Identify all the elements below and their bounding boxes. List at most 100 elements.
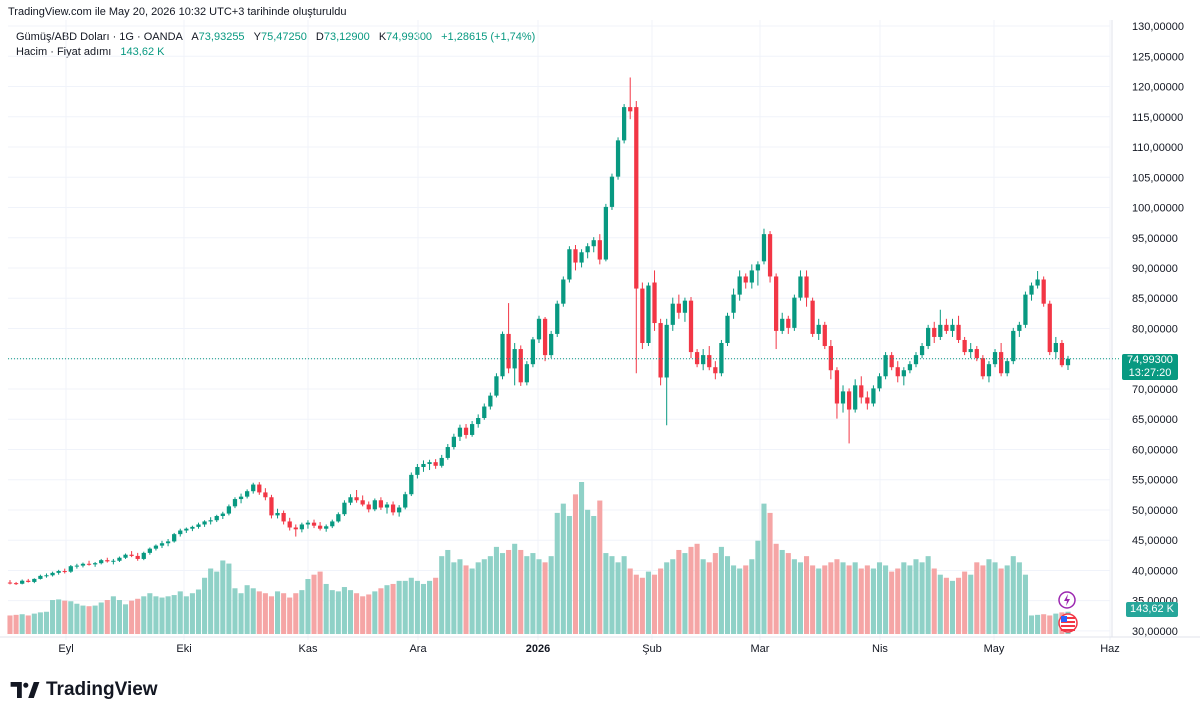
candle-body (658, 323, 663, 378)
volume-bar (202, 577, 208, 634)
candle-body (92, 563, 98, 565)
candle-body (220, 513, 225, 516)
candle-body (907, 364, 913, 371)
candle-body (725, 315, 730, 344)
volume-bar (214, 571, 220, 634)
candle-body (506, 333, 511, 369)
high-label: Y (253, 31, 261, 43)
y-tick-label: 65,00000 (1132, 414, 1178, 426)
volume-bar (384, 585, 390, 634)
low-value: 73,12900 (323, 31, 370, 43)
volume-bar (68, 601, 74, 634)
volume-bar (956, 577, 962, 634)
volume-bar (445, 549, 451, 634)
volume-bar (56, 599, 62, 634)
volume-bar (852, 562, 858, 634)
y-tick-label: 100,00000 (1132, 203, 1184, 215)
candle-body (512, 349, 517, 369)
volume-bar (481, 559, 487, 634)
y-tick-label: 110,00000 (1132, 142, 1183, 154)
y-tick-label: 130,00000 (1132, 21, 1184, 33)
candle-body (974, 349, 979, 359)
candle-body (694, 352, 700, 365)
volume-bar (341, 587, 347, 634)
y-tick-label: 90,00000 (1132, 263, 1178, 275)
volume-bar (980, 565, 986, 634)
candle-body (488, 395, 493, 407)
volume-bar (846, 565, 852, 634)
y-tick-label: 60,00000 (1132, 444, 1178, 456)
volume-bar (615, 562, 621, 634)
volume-bar (299, 590, 305, 634)
volume-bar (281, 593, 287, 634)
candle-body (743, 276, 748, 283)
candle-body (992, 352, 998, 365)
candle-body (80, 563, 86, 566)
candle-body (1017, 324, 1022, 331)
symbol-name[interactable]: Gümüş/ABD Doları · 1G · OANDA (16, 31, 183, 43)
candle-body (1047, 303, 1052, 353)
volume-bar (420, 583, 427, 634)
candle-body (360, 500, 365, 505)
candle-body (901, 370, 906, 377)
volume-bar (323, 583, 329, 634)
candle-body (172, 534, 177, 542)
volume-bar (639, 577, 645, 634)
volume-bar (116, 600, 122, 634)
volume-bar (457, 559, 463, 634)
candle-body (62, 571, 67, 573)
volume-bar (43, 611, 50, 634)
volume-bar (402, 580, 408, 634)
candle-body (542, 318, 548, 356)
volume-bar (439, 556, 445, 634)
candle-body (652, 282, 657, 324)
candle-body (287, 521, 292, 528)
tradingview-logo[interactable]: TradingView (10, 679, 158, 701)
volume-bar (931, 568, 937, 634)
volume-bar (998, 568, 1004, 634)
volume-bar (986, 559, 992, 634)
candle-body (713, 367, 718, 374)
candle-body (463, 427, 469, 435)
volume-bar (688, 546, 694, 634)
candle-body (731, 294, 736, 313)
candle-body (761, 234, 767, 262)
volume-bar (487, 556, 493, 634)
volume-bar (694, 543, 700, 634)
y-tick-label: 125,00000 (1132, 51, 1184, 63)
volume-bar (238, 593, 244, 634)
y-tick-label: 95,00000 (1132, 233, 1178, 245)
volume-bar (876, 562, 883, 634)
candle-body (938, 324, 943, 337)
candle-body (50, 572, 55, 576)
volume-bar (895, 568, 901, 634)
candle-body (810, 300, 815, 334)
bolt-icon (1058, 591, 1076, 609)
candle-body (38, 575, 43, 579)
volume-bar (992, 562, 998, 634)
volume-bar (937, 574, 943, 634)
volume-bar (761, 503, 767, 634)
volume-bar (785, 553, 791, 634)
candle-body (403, 494, 408, 508)
candle-body (245, 491, 250, 497)
volume-bar (499, 553, 506, 634)
volume-bar (396, 580, 402, 634)
volume-bar (907, 565, 913, 634)
volume-bar (755, 540, 761, 634)
candle-body (792, 297, 797, 328)
volume-bar (86, 606, 92, 634)
volume-label[interactable]: Hacim · Fiyat adımı (16, 46, 112, 58)
candle-body (269, 497, 274, 516)
open-value: 73,93255 (198, 31, 245, 43)
candle-body (853, 385, 858, 410)
candle-body (968, 349, 973, 353)
candle-body (330, 521, 335, 527)
volume-bar (122, 604, 129, 634)
candle-body (597, 240, 602, 260)
candle-body (798, 276, 803, 298)
candle-body (74, 565, 80, 567)
volume-bar (572, 494, 579, 634)
candle-body (567, 249, 572, 280)
